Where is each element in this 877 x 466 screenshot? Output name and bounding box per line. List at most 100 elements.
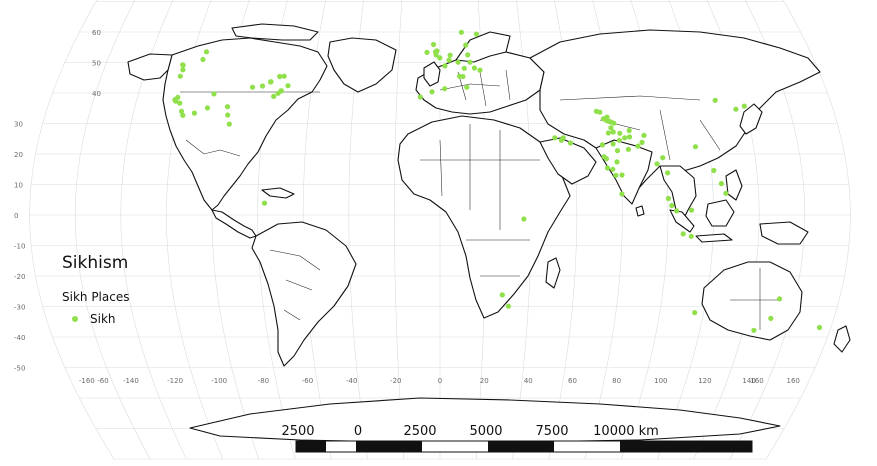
sikh-place-point xyxy=(277,73,283,80)
longitude-label: 60 xyxy=(568,377,577,385)
japan xyxy=(739,103,763,135)
longitude-label: 0 xyxy=(438,377,442,385)
sikh-place-point xyxy=(613,172,619,178)
sikh-place-point xyxy=(464,84,470,90)
sikh-place-point xyxy=(178,108,185,114)
sikh-place-point xyxy=(249,84,256,90)
sikh-place-point xyxy=(665,170,671,176)
sikh-place-point xyxy=(442,86,448,92)
sikh-place-point xyxy=(224,104,231,110)
sikh-place-point xyxy=(417,94,423,100)
sikh-place-point xyxy=(521,216,527,222)
longitude-edge-label: 160 xyxy=(750,377,763,385)
sikh-place-point xyxy=(669,202,675,209)
scale-label-0: 2500 xyxy=(281,424,314,439)
sikh-place-point xyxy=(180,62,186,68)
scale-bar: 2500 0 2500 5000 7500 10000 km xyxy=(281,424,753,453)
sikh-place-point xyxy=(447,52,453,58)
central-america xyxy=(211,209,257,239)
sikh-place-point xyxy=(600,116,607,122)
philippines xyxy=(725,169,743,201)
sikh-place-point xyxy=(177,73,183,79)
sikh-place-point xyxy=(603,156,610,162)
sikh-place-point xyxy=(455,59,461,65)
sikh-place-point xyxy=(604,165,611,171)
graticule-meridian xyxy=(394,0,405,460)
sikh-place-point xyxy=(267,79,274,85)
sikh-place-point xyxy=(177,100,183,106)
sikh-place-point xyxy=(226,121,232,127)
sikh-place-point xyxy=(424,49,430,56)
latitude-label: -40 xyxy=(14,334,25,342)
legend-item-sikh: Sikh xyxy=(62,311,116,327)
sikh-place-point xyxy=(180,112,186,118)
sikh-place-point xyxy=(660,155,666,161)
legend-layer-name: Sikh Places xyxy=(62,290,130,304)
sikh-place-point xyxy=(619,172,625,178)
sikh-place-point xyxy=(616,137,623,143)
sikh-place-point xyxy=(626,134,633,140)
sikh-place-point xyxy=(429,89,435,95)
sikh-place-point xyxy=(625,146,632,152)
scale-label-5: 10000 km xyxy=(593,424,659,439)
java xyxy=(695,233,733,243)
longitude-label: -160 xyxy=(79,377,95,385)
sikh-place-point xyxy=(191,110,197,116)
indian-subcontinent xyxy=(595,139,653,205)
longitude-label: -140 xyxy=(123,377,139,385)
sikh-place-point xyxy=(173,98,179,104)
arabian-peninsula xyxy=(539,137,597,185)
longitude-label: 80 xyxy=(612,377,621,385)
latitude-label: -50 xyxy=(14,365,25,373)
latitude-label: 40 xyxy=(92,90,101,98)
sikh-place-point xyxy=(723,190,729,196)
sikh-place-point xyxy=(617,130,623,136)
sikh-place-point xyxy=(473,31,479,37)
sikh-place-point xyxy=(567,140,574,146)
green-dot-icon xyxy=(72,316,78,322)
graticule-meridian xyxy=(120,0,187,460)
sikh-place-point xyxy=(552,135,558,141)
north-america xyxy=(162,37,328,211)
longitude-label: -100 xyxy=(211,377,227,385)
sikh-place-point xyxy=(505,303,511,309)
sikh-place-point xyxy=(437,55,443,61)
latitude-label: -30 xyxy=(14,304,25,312)
caribbean-islands xyxy=(261,187,295,199)
sikh-place-point xyxy=(434,48,440,54)
sikh-place-point xyxy=(680,231,686,237)
latitude-label: 60 xyxy=(92,29,101,37)
latitude-label: -10 xyxy=(14,243,25,251)
sikh-place-point xyxy=(608,125,614,131)
sikh-place-point xyxy=(611,120,617,126)
sikh-place-point xyxy=(175,94,181,100)
scale-label-4: 7500 xyxy=(535,424,568,439)
latitude-label: 30 xyxy=(14,121,23,129)
sikh-place-point xyxy=(593,108,600,114)
sikh-places-layer xyxy=(172,29,823,333)
sikh-place-point xyxy=(477,67,483,73)
sikh-place-point xyxy=(635,143,641,149)
latitude-label: 20 xyxy=(14,151,23,159)
sikh-place-point xyxy=(471,65,477,71)
longitude-label: 140 xyxy=(742,377,755,385)
sikh-place-point xyxy=(619,191,625,197)
sikh-place-point xyxy=(460,73,466,80)
sikh-place-point xyxy=(776,296,783,302)
sikh-place-point xyxy=(180,67,186,73)
sikh-place-point xyxy=(430,41,437,48)
sikh-place-point xyxy=(718,181,725,187)
longitude-label: -20 xyxy=(390,377,401,385)
sikh-place-point xyxy=(458,29,464,35)
graticule-meridian xyxy=(765,0,851,460)
sikh-place-point xyxy=(271,93,277,99)
legend-title: Sikhism xyxy=(62,253,129,273)
sikh-place-point xyxy=(641,132,647,138)
new-guinea xyxy=(759,221,809,245)
sikh-place-point xyxy=(610,129,616,135)
sikh-place-point xyxy=(751,327,757,333)
sikh-place-point xyxy=(688,207,695,213)
sri-lanka xyxy=(635,205,645,217)
longitude-label: -60 xyxy=(302,377,313,385)
